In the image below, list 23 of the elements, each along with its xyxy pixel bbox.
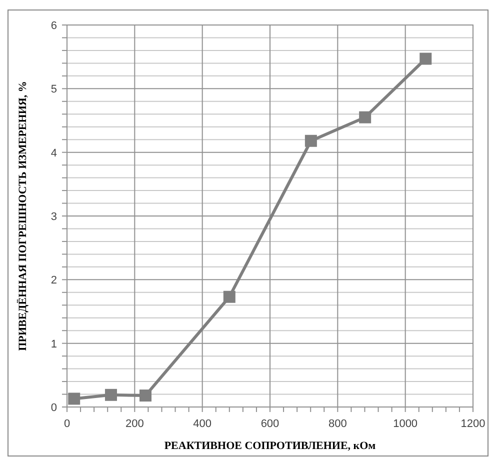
x-tick-label: 400: [193, 418, 212, 430]
x-tick-label: 0: [64, 418, 70, 430]
y-tick-label: 3: [50, 211, 57, 223]
y-axis-title: ПРИВЕДЁННАЯ ПОГРЕШНОСТЬ ИЗМЕРЕНИЯ, %: [16, 81, 29, 351]
point: [68, 392, 80, 405]
point: [359, 111, 372, 124]
point: [420, 52, 432, 65]
x-tick-label: 200: [125, 418, 144, 430]
x-tick-label: 600: [260, 418, 280, 430]
point: [104, 388, 117, 401]
x-tick-label: 1000: [393, 418, 418, 430]
point: [304, 134, 317, 147]
point: [139, 390, 152, 402]
x-axis-title: РЕАКТИВНОЕ СОПРОТИВЛЕНИЕ, кОм: [164, 440, 376, 452]
y-tick-label: 6: [50, 20, 57, 32]
y-tick-label: 2: [50, 274, 57, 287]
x-tick-label: 1200: [460, 418, 486, 430]
y-tick-label: 5: [50, 84, 57, 96]
y-tick-label: 0: [50, 402, 57, 414]
y-tick-label: 4: [50, 147, 57, 160]
point: [223, 290, 236, 303]
y-tick-label: 1: [50, 338, 57, 350]
x-tick-label: 800: [328, 418, 347, 430]
